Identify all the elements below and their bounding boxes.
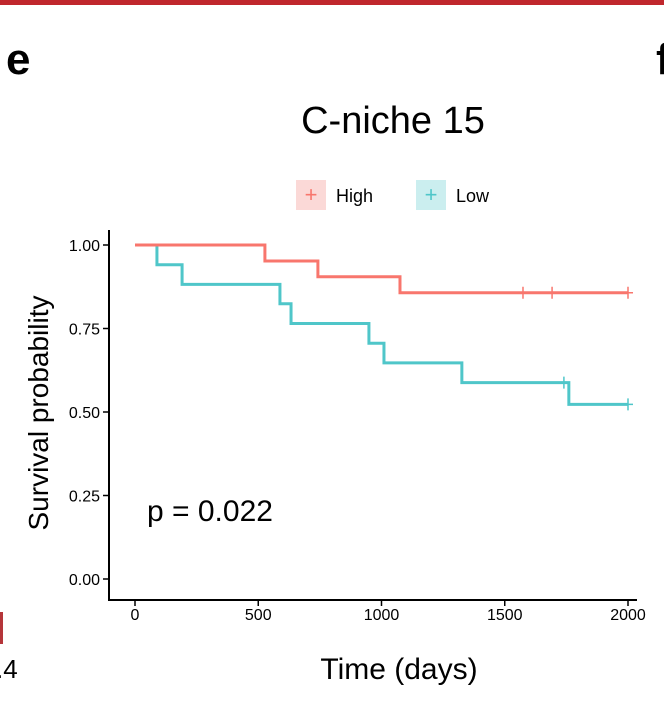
x-tick-label: 2000 — [610, 607, 646, 624]
x-tick-label: 1000 — [364, 607, 400, 624]
panel-label-e: e — [6, 35, 30, 84]
censor-mark-low — [558, 376, 569, 389]
y-tick-label: 0.50 — [69, 405, 100, 422]
y-axis-label: Survival probability — [23, 296, 54, 531]
survival-curve-low — [135, 243, 628, 406]
censor-mark-high — [623, 286, 633, 299]
top-bar — [0, 0, 664, 5]
survival-curves — [135, 243, 633, 411]
censor-mark-low — [623, 398, 633, 411]
panel-label-f: f — [656, 35, 664, 84]
survival-curve-high — [135, 243, 628, 295]
y-tick-label: 0.25 — [69, 489, 100, 506]
y-tick-label: 0.00 — [69, 572, 100, 589]
legend-plus-high: + — [305, 182, 318, 207]
x-tick-label: 0 — [131, 607, 140, 624]
legend-key-low — [416, 180, 446, 210]
y-axis: 0.00 0.25 0.50 0.75 1.00 — [69, 230, 110, 601]
legend-key-high — [296, 180, 326, 210]
censor-mark-high — [517, 286, 528, 299]
y-tick-label: 0.75 — [69, 322, 100, 339]
fragment-bar — [0, 612, 3, 644]
x-axis: 0 500 1000 1500 2000 — [108, 599, 646, 624]
x-tick-label: 500 — [245, 607, 272, 624]
y-tick-label: 1.00 — [69, 238, 100, 255]
legend: + High + Low — [296, 180, 490, 210]
chart-title: C-niche 15 — [301, 100, 485, 142]
p-value-annotation: p = 0.022 — [147, 495, 273, 528]
censor-mark-high — [547, 286, 558, 299]
x-tick-label: 1500 — [487, 607, 523, 624]
legend-label-low: Low — [456, 186, 490, 206]
fragment-text: .4 — [0, 654, 18, 684]
legend-plus-low: + — [425, 182, 438, 207]
legend-label-high: High — [336, 186, 373, 206]
x-axis-label: Time (days) — [320, 653, 477, 686]
